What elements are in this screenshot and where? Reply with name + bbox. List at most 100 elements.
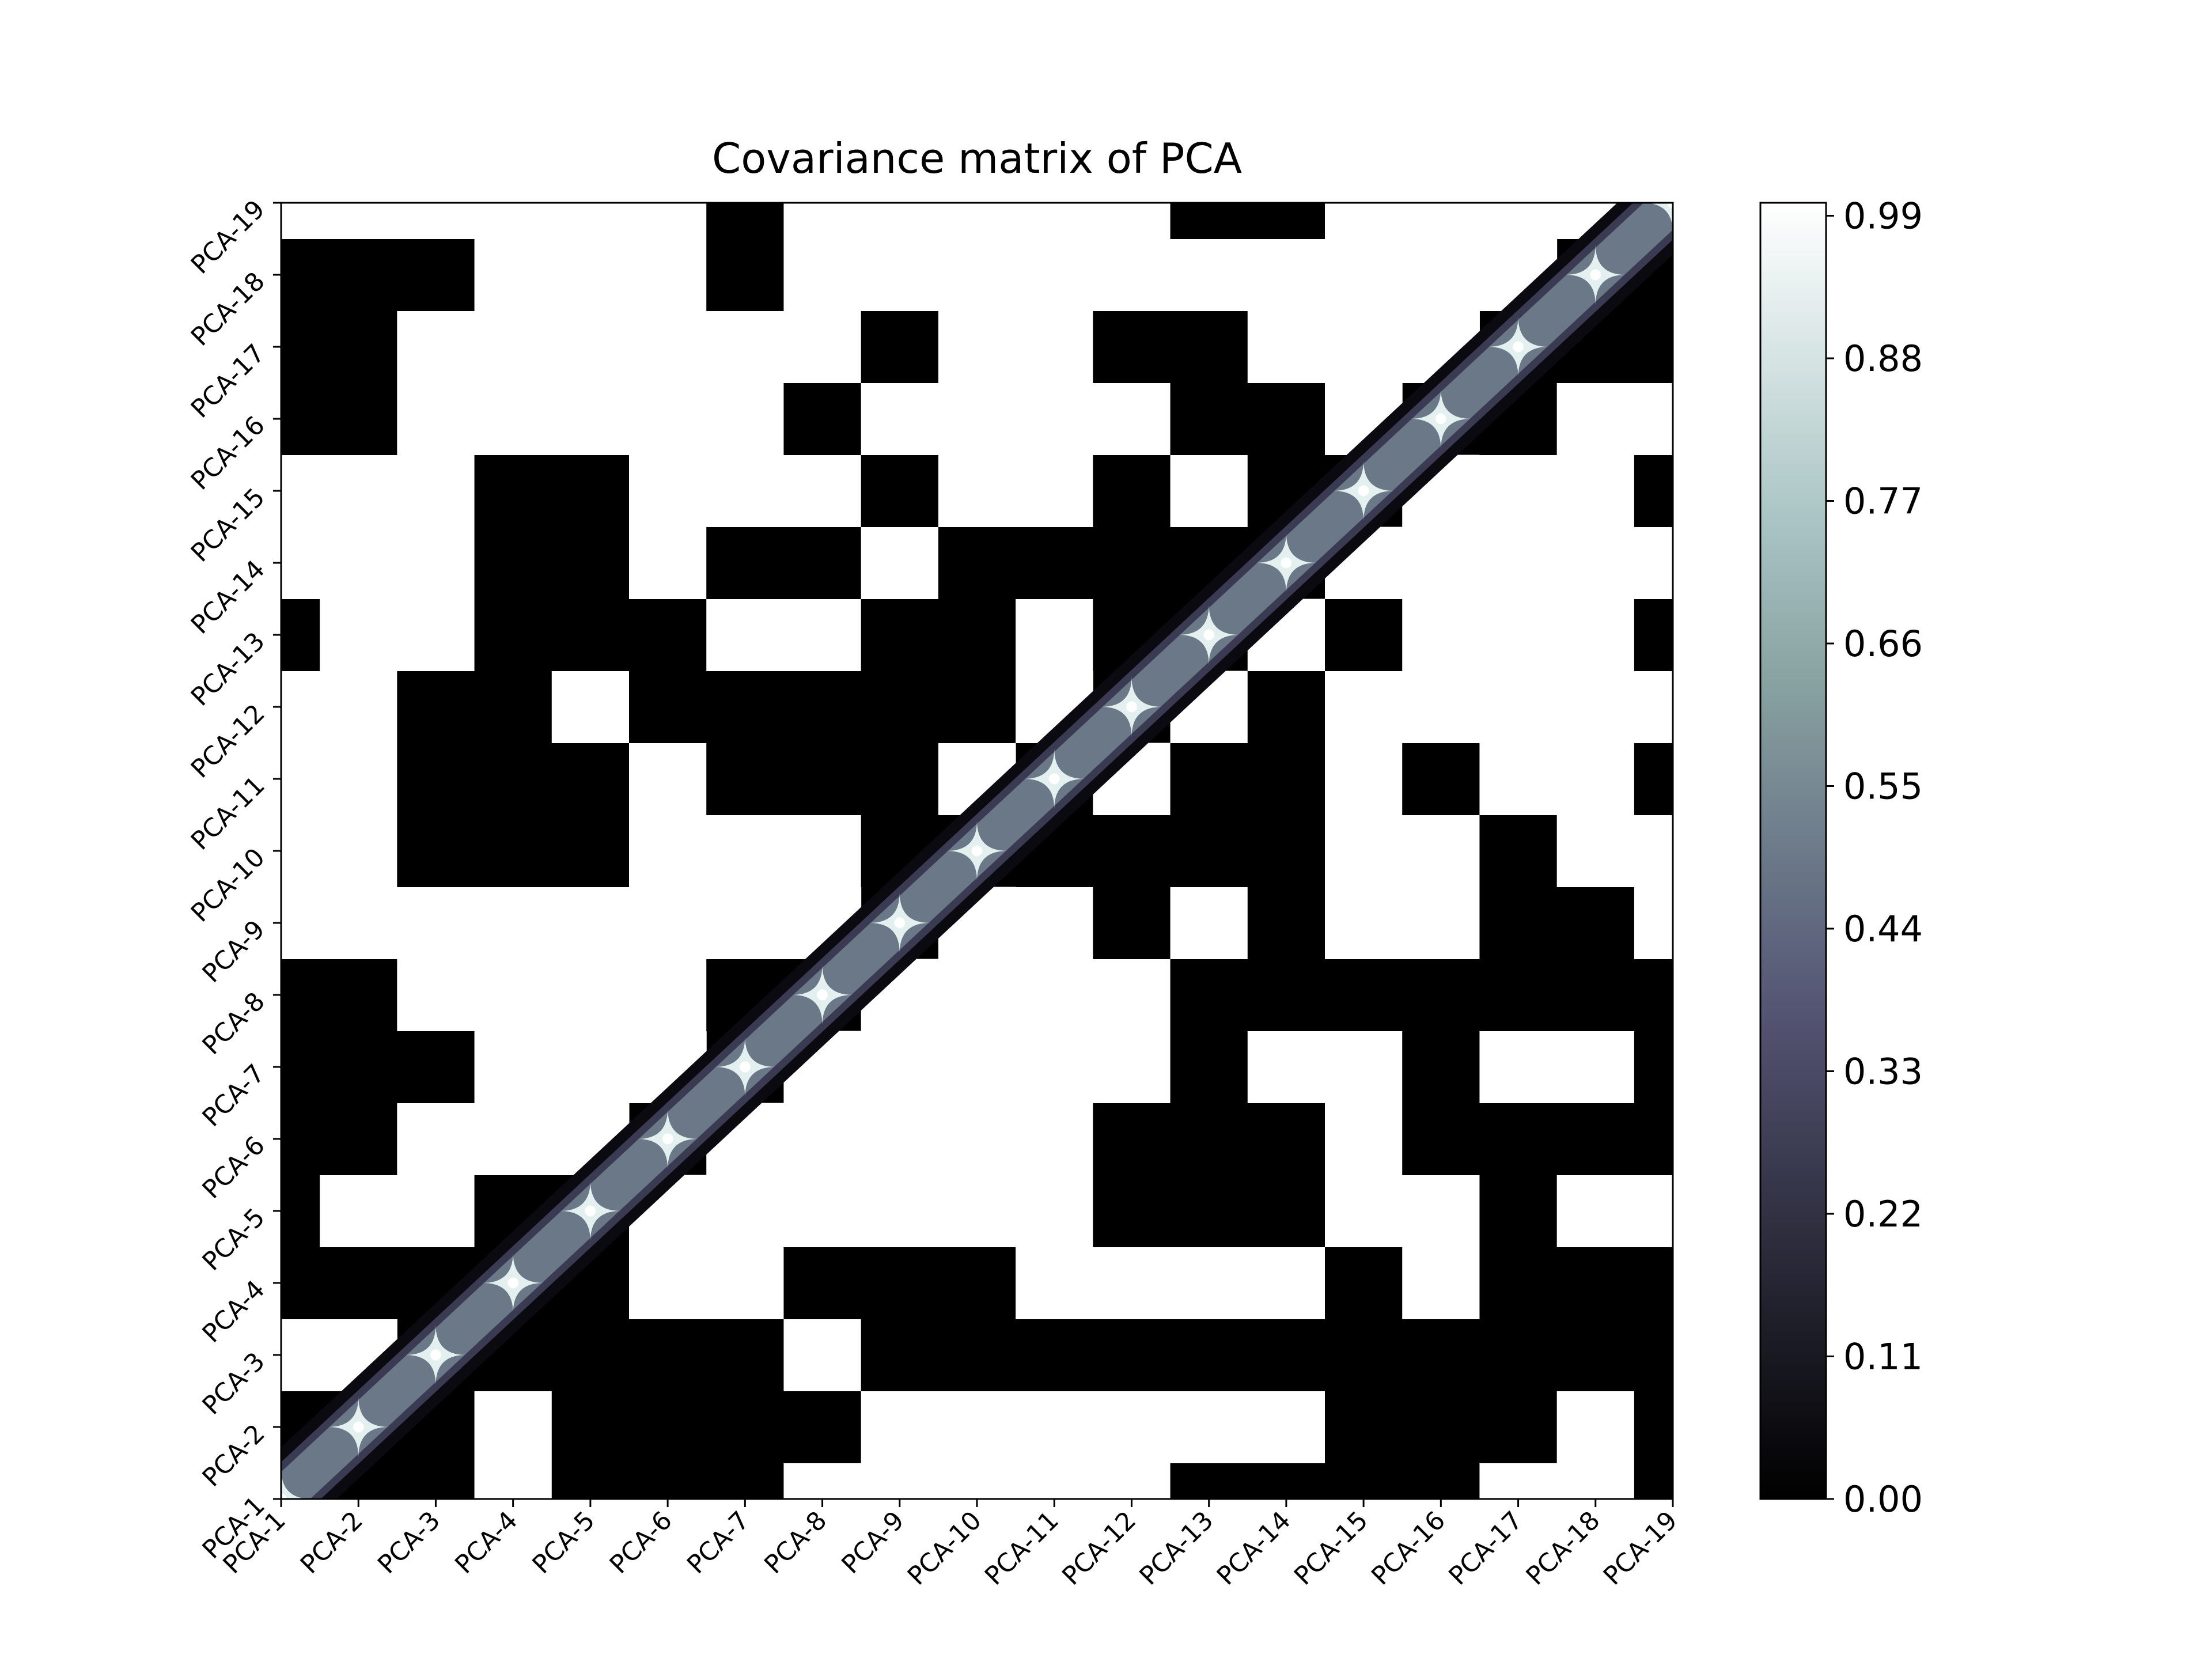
heatmap-cell — [1402, 1247, 1480, 1319]
heatmap-cell — [281, 887, 320, 959]
heatmap-cell — [1247, 383, 1325, 455]
heatmap-cell — [397, 1175, 475, 1247]
y-tick-label: PCA-16 — [185, 411, 271, 496]
heatmap-cell — [1016, 1103, 1093, 1175]
colorbar-tick-label: 0.77 — [1843, 480, 1923, 523]
y-tick-label: PCA-13 — [185, 627, 271, 712]
heatmap-cell — [706, 383, 784, 455]
diagonal-cell-center — [1126, 701, 1137, 713]
heatmap-cell — [706, 1391, 784, 1463]
heatmap-cell — [1093, 1391, 1171, 1463]
colorbar-tick-label: 0.00 — [1843, 1478, 1923, 1520]
heatmap-cell — [397, 743, 475, 815]
heatmap-cell — [629, 599, 707, 671]
heatmap-cell — [474, 311, 552, 383]
heatmap-cell — [1479, 1391, 1558, 1463]
heatmap-cell — [1093, 1031, 1171, 1103]
heatmap-cell — [861, 1463, 939, 1499]
heatmap-cell — [474, 1463, 552, 1499]
heatmap-cell — [1170, 1319, 1248, 1391]
heatmap-cell — [281, 203, 320, 239]
heatmap-cell — [1170, 455, 1248, 527]
heatmap-cell — [629, 959, 707, 1031]
heatmap-cell — [1402, 1319, 1480, 1391]
diagonal-cell-center — [585, 1205, 596, 1217]
heatmap-cell — [1479, 815, 1558, 887]
diagonal-cell-center — [430, 1349, 441, 1361]
x-tick-label: PCA-13 — [1134, 1506, 1219, 1591]
heatmap-cell — [1402, 1391, 1480, 1463]
heatmap-cell — [706, 887, 784, 959]
heatmap-cell — [1325, 1319, 1403, 1391]
heatmap-cell — [397, 815, 475, 887]
heatmap-cell — [861, 311, 939, 383]
heatmap-cell — [629, 203, 707, 239]
x-tick-label: PCA-4 — [449, 1506, 523, 1580]
heatmap-cell — [861, 1391, 939, 1463]
colorbar-tick-label: 0.33 — [1843, 1051, 1923, 1093]
x-tick-label: PCA-10 — [902, 1506, 987, 1591]
y-tick-label: PCA-15 — [185, 483, 271, 568]
heatmap-cell — [474, 238, 552, 311]
heatmap-cell — [861, 599, 939, 671]
heatmap-cell — [1093, 1103, 1171, 1175]
heatmap-cell — [938, 238, 1016, 311]
heatmap-cell — [1016, 599, 1093, 671]
y-tick-label: PCA-5 — [197, 1203, 271, 1277]
heatmap-cell — [1479, 1103, 1558, 1175]
heatmap-cell — [281, 1175, 320, 1247]
heatmap-cell — [1634, 1247, 1673, 1319]
heatmap-cell — [938, 203, 1016, 239]
heatmap-cell — [1016, 527, 1093, 599]
heatmap-cell — [1556, 671, 1635, 743]
heatmap-cell — [706, 455, 784, 527]
heatmap-cell — [1634, 1103, 1673, 1175]
colorbar-tick-label: 0.55 — [1843, 766, 1923, 808]
x-axis: PCA-1 PCA-2 PCA-3 PCA-4 PCA-5 PCA-6 PCA-7 PCA-8… — [218, 1499, 1683, 1591]
heatmap-cell — [1016, 959, 1093, 1031]
heatmap-cell — [783, 1175, 862, 1247]
heatmap-cell — [397, 455, 475, 527]
heatmap-cell — [1016, 203, 1093, 239]
heatmap-cell — [281, 238, 320, 311]
heatmap-cell — [1170, 311, 1248, 383]
heatmap-cell — [1016, 1391, 1093, 1463]
heatmap-cell — [1093, 887, 1171, 959]
x-tick-label: PCA-16 — [1366, 1506, 1451, 1591]
diagonal-cell-center — [894, 917, 906, 929]
heatmap-cell — [629, 455, 707, 527]
heatmap-cell — [706, 203, 784, 239]
x-tick-label: PCA-9 — [836, 1506, 910, 1580]
heatmap-cell — [629, 383, 707, 455]
heatmap-cell — [629, 527, 707, 599]
heatmap-cell — [1247, 1391, 1325, 1463]
heatmap-cell — [281, 1031, 320, 1103]
y-tick-label: PCA-7 — [197, 1059, 271, 1133]
heatmap-cell — [938, 383, 1016, 455]
heatmap-cell — [1093, 1175, 1171, 1247]
y-tick-label: PCA-11 — [185, 771, 271, 856]
heatmap-cell — [474, 599, 552, 671]
heatmap-cell — [1247, 743, 1325, 815]
colorbar-tick-label: 0.66 — [1843, 623, 1923, 665]
heatmap-cell — [397, 959, 475, 1031]
diagonal-cell-center — [1513, 341, 1524, 353]
heatmap-cell — [320, 671, 397, 743]
colorbar-tick-label: 0.44 — [1843, 908, 1923, 950]
heatmap-cell — [1402, 887, 1480, 959]
colorbar: 0.00 0.11 0.22 0.33 0.44 0.55 0.66 0.77 0.88 0.99 — [1759, 195, 1923, 1520]
x-tick-label: PCA-5 — [527, 1506, 600, 1580]
heatmap-cell — [397, 238, 475, 311]
y-tick-label: PCA-2 — [197, 1419, 271, 1493]
heatmap-cell — [1479, 1247, 1558, 1319]
heatmap-cell — [1556, 1103, 1635, 1175]
heatmap-cell — [1093, 383, 1171, 455]
heatmap-cell — [629, 887, 707, 959]
heatmap-cell — [629, 671, 707, 743]
heatmap-cell — [629, 238, 707, 311]
heatmap-cell — [861, 455, 939, 527]
heatmap-cell — [1402, 743, 1480, 815]
heatmap-cell — [1556, 599, 1635, 671]
heatmap-cell — [474, 887, 552, 959]
y-tick-label: PCA-10 — [185, 843, 271, 928]
